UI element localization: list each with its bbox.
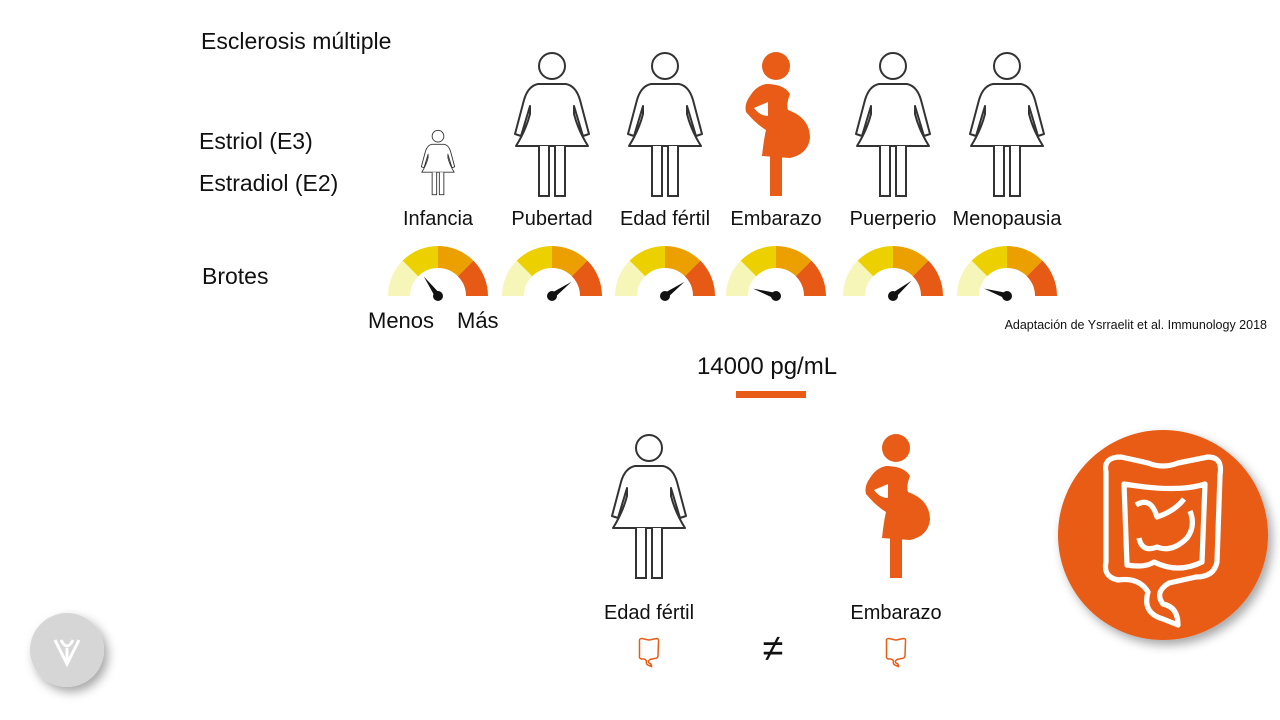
gauge-icon (615, 246, 715, 301)
woman-icon (514, 52, 590, 197)
logo-button[interactable] (30, 613, 104, 687)
gauge-hub (660, 291, 670, 301)
woman-icon (420, 129, 456, 196)
gauge-segment (457, 260, 489, 296)
hormone-estriol: Estriol (E3) (199, 128, 313, 154)
gauge-segment (438, 246, 474, 277)
gauge-segment (615, 260, 646, 296)
intestine-icon-small-right (885, 637, 907, 668)
gauge-segment (795, 260, 826, 296)
hormone-estradiol: Estradiol (E2) (199, 170, 339, 196)
not-equal-sign: ≠ (762, 628, 784, 670)
accent-bar (736, 391, 806, 398)
gauge-segment (665, 246, 701, 277)
gauge-segment (516, 246, 552, 277)
gauge-segment (388, 260, 419, 296)
gauge-segment (726, 260, 757, 296)
logo-icon (53, 639, 81, 668)
woman-icon (969, 52, 1045, 197)
gauge-row-label: Brotes (202, 263, 269, 289)
gauge-hub (433, 291, 443, 301)
intestine-badge (1058, 430, 1268, 640)
gauge-segment (629, 246, 665, 277)
gauge-icon (843, 246, 943, 301)
gauge-segment (1007, 246, 1043, 277)
stage-label: Embarazo (730, 208, 822, 230)
gauge-hub (1002, 291, 1012, 301)
gauge-segment (971, 246, 1007, 277)
gauge-icon (388, 246, 489, 301)
gauge-segment (843, 260, 874, 296)
gauge-icon (957, 246, 1057, 301)
comparison-pregnant-icon (865, 434, 930, 578)
gauge-segment (740, 246, 776, 277)
stage-label: Puerperio (849, 208, 937, 230)
gauge-segment (1026, 260, 1057, 296)
gauge-segment (957, 260, 988, 296)
gauge-max-label: Más (457, 308, 499, 333)
gauge-hub (771, 291, 781, 301)
gauge-segment (552, 246, 588, 277)
gauge-icon (502, 246, 602, 301)
gauge-segment (893, 246, 929, 277)
gauge-needle (984, 288, 1008, 299)
gauge-segment (684, 260, 715, 296)
comparison-right-label: Embarazo (850, 602, 942, 624)
intestine-icon-small-left (638, 637, 660, 668)
comparison-left-label: Edad fértil (603, 602, 695, 624)
gauge-min-label: Menos (368, 308, 435, 333)
gauge-segment (776, 246, 812, 277)
stage-label: Edad fértil (619, 208, 711, 230)
gauge-segment (502, 260, 533, 296)
concentration-value: 14000 pg/mL (696, 353, 838, 380)
gauge-segment (571, 260, 602, 296)
slide-title: Esclerosis múltiple (201, 28, 392, 54)
woman-icon (855, 52, 931, 197)
stage-label: Pubertad (511, 208, 593, 230)
gauge-segment (857, 246, 893, 277)
source-citation: Adaptación de Ysrraelit et al. Immunolog… (1004, 318, 1267, 332)
gauge-icon (726, 246, 826, 301)
gauge-needle (753, 288, 777, 299)
stage-label: Menopausia (952, 208, 1062, 230)
gauge-hub (888, 291, 898, 301)
comparison-woman-icon (611, 434, 687, 579)
gauge-segment (402, 246, 438, 277)
gauge-hub (547, 291, 557, 301)
woman-icon (627, 52, 703, 197)
gauge-segment (912, 260, 943, 296)
pregnant-woman-icon (745, 52, 810, 196)
stage-label: Infancia (402, 208, 474, 230)
